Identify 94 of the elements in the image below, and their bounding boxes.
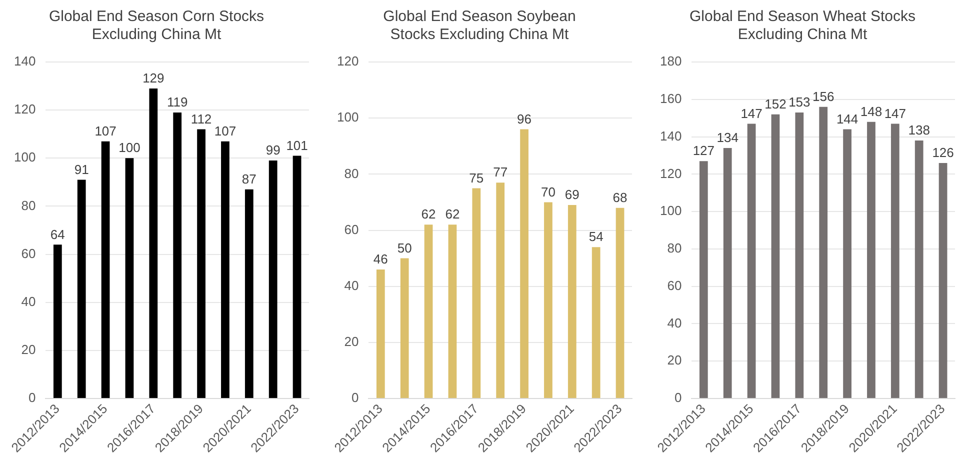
data-label: 91 — [74, 162, 89, 177]
bar — [568, 205, 576, 398]
data-label: 77 — [493, 164, 508, 180]
data-label: 68 — [612, 190, 628, 205]
y-tick-label: 140 — [14, 54, 36, 69]
y-tick-label: 20 — [21, 342, 36, 358]
data-label: 70 — [540, 184, 556, 200]
y-tick-label: 0 — [351, 390, 359, 406]
bar — [221, 141, 230, 398]
y-tick-label: 40 — [21, 294, 36, 309]
bar — [938, 162, 948, 398]
data-label: 107 — [94, 123, 116, 138]
y-tick-label: 140 — [660, 128, 682, 144]
data-label: 138 — [908, 122, 930, 138]
data-label: 126 — [932, 145, 954, 160]
y-tick-label: 120 — [336, 54, 359, 69]
data-label: 112 — [190, 111, 212, 126]
chart-title: Global End Season Wheat Stocks Excluding China Mt — [690, 8, 916, 44]
bar — [592, 247, 600, 398]
y-tick-label: 100 — [660, 203, 682, 218]
bar — [173, 112, 182, 398]
bar — [496, 182, 505, 398]
bar — [400, 258, 409, 398]
y-tick-label: 80 — [667, 240, 682, 256]
bar — [77, 180, 86, 398]
bar — [520, 129, 528, 398]
bar — [101, 141, 110, 398]
bar — [424, 224, 433, 398]
data-label: 156 — [812, 88, 834, 104]
data-label: 147 — [740, 106, 762, 121]
bar — [448, 224, 457, 398]
y-tick-label: 80 — [21, 198, 36, 213]
bar — [376, 270, 385, 398]
bar — [819, 106, 828, 398]
y-tick-label: 100 — [14, 150, 36, 165]
y-tick-label: 80 — [344, 166, 359, 181]
y-tick-label: 120 — [14, 102, 36, 117]
bar — [197, 129, 206, 398]
y-tick-label: 120 — [660, 166, 682, 181]
chart-title: Global End Season Soybean Stocks Excluding China Mt — [383, 8, 576, 44]
chart-title: Global End Season Corn Stocks Excluding China Mt — [48, 8, 264, 44]
bar — [723, 148, 732, 398]
data-label: 62 — [421, 206, 436, 222]
bar — [125, 158, 134, 398]
data-label: 99 — [266, 142, 280, 158]
y-tick-label: 0 — [28, 390, 36, 406]
data-label: 100 — [118, 140, 140, 156]
bar — [747, 124, 756, 398]
data-label: 101 — [286, 138, 308, 153]
data-label: 134 — [716, 130, 738, 146]
bar — [472, 188, 481, 398]
data-label: 148 — [860, 104, 882, 119]
data-label: 129 — [142, 70, 164, 86]
data-label: 152 — [764, 96, 786, 112]
bar — [795, 112, 804, 398]
bar — [771, 114, 780, 398]
y-tick-label: 180 — [660, 54, 682, 69]
data-label: 69 — [564, 187, 580, 202]
bar — [244, 189, 254, 398]
data-label: 147 — [884, 106, 906, 121]
bar — [268, 160, 278, 398]
bar — [843, 129, 852, 398]
data-label: 119 — [166, 94, 188, 110]
data-label: 87 — [242, 171, 256, 186]
data-label: 144 — [836, 111, 858, 126]
data-label: 107 — [214, 123, 236, 138]
bar — [616, 208, 624, 398]
bar — [699, 161, 708, 398]
y-tick-label: 0 — [674, 390, 682, 406]
data-label: 62 — [445, 206, 460, 222]
bar — [544, 202, 552, 398]
data-label: 54 — [588, 229, 604, 244]
data-label: 75 — [469, 170, 484, 186]
bar — [890, 124, 900, 398]
bar — [292, 156, 302, 398]
y-tick-label: 40 — [344, 278, 359, 293]
y-tick-label: 60 — [667, 278, 682, 293]
y-tick-label: 60 — [344, 222, 359, 237]
y-tick-label: 60 — [21, 246, 36, 261]
data-label: 46 — [373, 252, 388, 267]
bar — [867, 122, 876, 398]
data-label: 64 — [50, 226, 65, 242]
bar — [914, 140, 924, 398]
bar — [53, 244, 62, 398]
y-tick-label: 20 — [344, 334, 359, 350]
y-tick-label: 160 — [660, 90, 682, 106]
data-label: 127 — [692, 143, 715, 158]
data-label: 50 — [397, 240, 412, 256]
data-label: 153 — [788, 94, 810, 110]
data-label: 96 — [517, 111, 532, 126]
y-tick-label: 20 — [667, 352, 682, 368]
y-tick-label: 40 — [667, 315, 682, 330]
bar — [149, 88, 158, 398]
y-tick-label: 100 — [336, 110, 359, 125]
